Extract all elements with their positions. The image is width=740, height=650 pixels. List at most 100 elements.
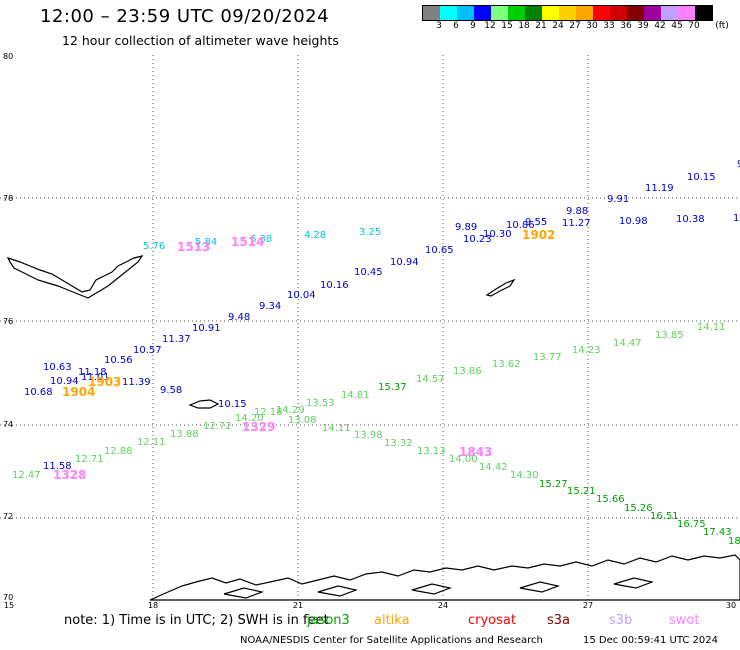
color-scale-tick: 45: [671, 21, 683, 31]
lat-lon-grid: [0, 55, 740, 600]
pass-time-label: 1328: [53, 468, 87, 482]
wave-height-value: 10.45: [354, 267, 383, 278]
color-swatch: [525, 6, 542, 20]
wave-height-value: 13.98: [354, 430, 383, 441]
satellite-legend-jason3: jason3: [307, 613, 350, 628]
wave-height-value: 16.51: [650, 511, 679, 522]
wave-height-value: 10.38: [676, 214, 705, 225]
lat-label-70: 70: [3, 593, 14, 602]
wave-height-value: 15.21: [567, 486, 596, 497]
pass-time-label: 1843: [459, 445, 493, 459]
lon-label-18: 18: [147, 601, 159, 610]
wave-height-value: 13.77: [533, 352, 562, 363]
wave-height-value: 10.04: [287, 290, 316, 301]
pass-time-label: 1514: [231, 235, 265, 249]
wave-height-value: 15.37: [378, 382, 407, 393]
wave-height-value: 9.91: [607, 194, 630, 205]
wave-height-value: 11.27: [562, 218, 591, 229]
wave-height-value: 14.00: [449, 454, 478, 465]
wave-height-value: 13.53: [306, 398, 335, 409]
lat-label-80: 80: [3, 52, 14, 61]
color-scale-tick: 18: [518, 21, 530, 31]
color-scale-tick: 15: [501, 21, 513, 31]
wave-height-value: 10.98: [619, 216, 648, 227]
wave-height-value: 1(: [733, 213, 740, 224]
pass-time-label: 1513: [177, 240, 211, 254]
wave-height-value: 14.42: [479, 462, 508, 473]
wave-height-value: 10.65: [425, 245, 454, 256]
lon-label-27: 27: [582, 601, 594, 610]
color-scale-tick: 42: [654, 21, 666, 31]
wave-height-value: 10.63: [43, 362, 72, 373]
wave-height-value: 16.75: [677, 519, 706, 530]
pass-time-label: 1329: [242, 420, 276, 434]
wave-height-value: 5.76: [143, 241, 166, 252]
color-swatch: [610, 6, 627, 20]
color-swatch: [593, 6, 610, 20]
wave-height-value: 10.91: [192, 323, 221, 334]
lat-label-72: 72: [3, 512, 14, 521]
color-scale-tick: 27: [569, 21, 581, 31]
satellite-legend-altika: altika: [374, 613, 410, 628]
wave-height-value: 12.11: [137, 437, 166, 448]
color-swatch: [627, 6, 644, 20]
wave-height-value: 6.38: [250, 234, 273, 245]
color-scale-bar: [422, 5, 713, 21]
wave-height-value: 9.34: [259, 301, 282, 312]
lat-label-74: 74: [3, 420, 14, 429]
color-scale-tick: 24: [552, 21, 564, 31]
wave-height-value: 14.81: [341, 390, 370, 401]
wave-height-value: 12.18: [254, 407, 283, 418]
wave-height-value: 11.39: [122, 377, 151, 388]
color-swatch: [423, 6, 440, 20]
coastline-icon: [6, 255, 740, 601]
wave-height-value: 15.26: [624, 503, 653, 514]
wave-height-value: 18: [728, 536, 740, 547]
satellite-legend-swot: swot: [669, 613, 700, 628]
wave-height-value: 10.56: [104, 355, 133, 366]
wave-height-value: 11.01: [81, 372, 110, 383]
wave-height-value: 9.89: [455, 222, 478, 233]
satellite-legend-s3a: s3a: [547, 613, 571, 628]
wave-height-value: 13.62: [492, 359, 521, 370]
color-scale-tick: 36: [620, 21, 632, 31]
wave-height-value: 13.32: [384, 438, 413, 449]
wave-height-value: 15.66: [596, 494, 625, 505]
lon-label-24: 24: [437, 601, 449, 610]
color-scale-tick: 70: [688, 21, 700, 31]
wave-height-value: 13.13: [417, 446, 446, 457]
wave-height-value: 12.88: [104, 446, 133, 457]
wave-height-value: 5.84: [195, 237, 218, 248]
wave-height-value: 10.94: [390, 257, 419, 268]
wave-height-value: 10.16: [320, 280, 349, 291]
color-scale-tick: 30: [586, 21, 598, 31]
credit-line: NOAA/NESDIS Center for Satellite Applica…: [240, 635, 543, 646]
color-scale-unit: (ft): [715, 21, 729, 31]
wave-height-value: 9.55: [525, 217, 548, 228]
wave-height-value: 13.88: [170, 429, 199, 440]
wave-height-value: 9.88: [566, 206, 589, 217]
wave-height-value: 12.71: [75, 454, 104, 465]
color-scale-tick: 21: [535, 21, 547, 31]
lon-label-21: 21: [292, 601, 304, 610]
color-scale-tick: 39: [637, 21, 649, 31]
color-scale-tick: 33: [603, 21, 615, 31]
satellite-legend-s3b: s3b: [609, 613, 633, 628]
color-swatch: [508, 6, 525, 20]
color-scale-tick: 12: [484, 21, 496, 31]
wave-height-value: 14.29: [276, 405, 305, 416]
lat-label-78: 78: [3, 194, 14, 203]
wave-height-value: 15.27: [539, 479, 568, 490]
satellite-legend-cryosat: cryosat: [468, 613, 516, 628]
wave-height-value: 11.18: [78, 367, 107, 378]
wave-height-value: 9: [737, 160, 740, 170]
wave-height-value: 11.19: [645, 183, 674, 194]
page-subtitle: 12 hour collection of altimeter wave hei…: [62, 33, 339, 48]
page-title: 12:00 – 23:59 UTC 09/20/2024: [40, 6, 330, 27]
color-swatch: [678, 6, 695, 20]
color-swatch: [440, 6, 457, 20]
wave-height-value: 10.57: [133, 345, 162, 356]
pass-time-label: 1903: [88, 375, 122, 389]
wave-height-value: 14.47: [613, 338, 642, 349]
